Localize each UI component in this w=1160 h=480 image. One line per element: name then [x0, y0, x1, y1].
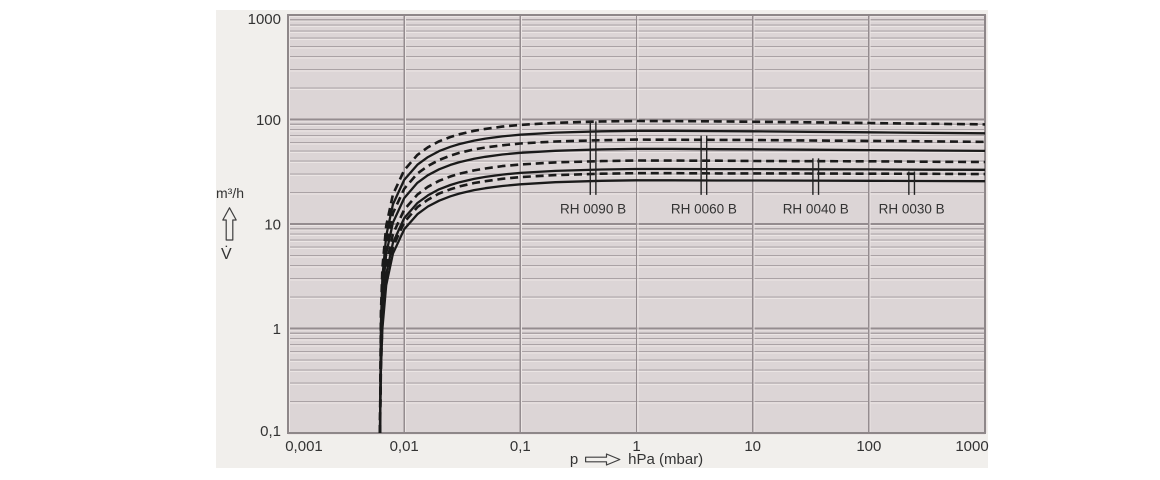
x-axis-unit-label: hPa (mbar): [628, 450, 704, 468]
x-tick-label: 1000: [955, 438, 988, 455]
curve-rh-0060-b-solid: [378, 147, 986, 434]
pump-label: RH 0030 B: [879, 202, 945, 217]
right-arrow-icon: [585, 452, 621, 466]
plot-border: [287, 14, 986, 434]
y-tick-label: 0,1: [260, 423, 281, 440]
x-tick-label: 0,1: [510, 438, 531, 455]
pump-label: RH 0090 B: [560, 202, 626, 217]
y-axis-unit-label: m³/h: [216, 185, 244, 201]
y-tick-label: 100: [256, 112, 281, 129]
curve-rh-0030-b-dashed: [378, 171, 986, 434]
x-tick-label: 0,01: [390, 438, 419, 455]
pump-label: RH 0060 B: [671, 202, 737, 217]
curve-rh-0090-b-solid: [378, 129, 986, 434]
axis-tick-labels: 0,001 0,01 0,1 1 10 100 1000 1000 100 10 1 0,1: [248, 11, 989, 455]
up-arrow-icon: [222, 207, 237, 241]
x-tick-label: 0,001: [285, 438, 323, 455]
curve-rh-0030-b-solid: [378, 179, 986, 434]
y-axis-symbol: V̇: [221, 246, 232, 263]
curve-rh-0040-b-solid: [378, 167, 986, 434]
curves: [378, 119, 986, 434]
x-tick-label: 10: [744, 438, 761, 455]
y-axis-unit-block: m³/h V̇: [216, 186, 280, 263]
pump-markers: RH 0090 B RH 0060 B RH 0040 B RH 0030 B: [560, 121, 945, 217]
curve-rh-0090-b-dashed: [378, 119, 986, 434]
pump-label: RH 0040 B: [783, 202, 849, 217]
x-tick-label: 100: [856, 438, 881, 455]
x-tick-label: 1: [632, 438, 640, 455]
y-tick-label: 1000: [248, 11, 281, 28]
y-tick-label: 10: [264, 217, 281, 234]
curve-rh-0060-b-dashed: [378, 138, 986, 434]
x-axis-symbol: p: [569, 450, 579, 468]
x-axis-title: p hPa (mbar): [288, 450, 985, 468]
curve-rh-0040-b-dashed: [378, 159, 986, 434]
y-tick-label: 1: [273, 321, 281, 338]
